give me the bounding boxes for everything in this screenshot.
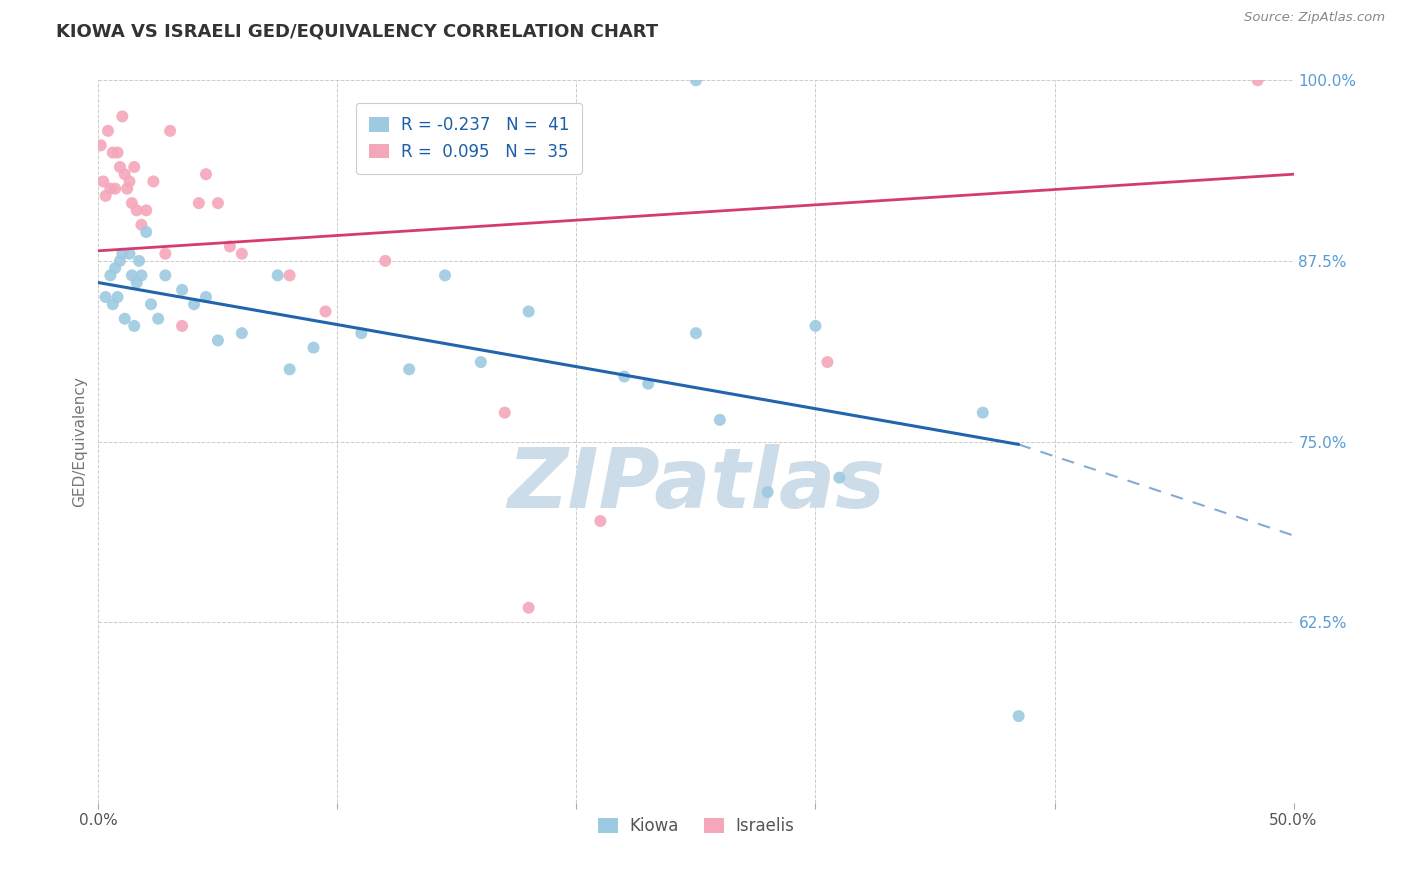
Point [118,246,141,260]
Point [131,218,153,232]
Point [828,470,851,484]
Point [709,413,731,427]
Point [98,268,122,283]
Point [972,406,994,420]
Point [101,145,124,160]
Point [155,246,177,260]
Point [183,297,205,311]
Point [804,318,827,333]
Point [139,297,162,311]
Point [1247,73,1270,87]
Point [128,254,150,268]
Point [756,485,779,500]
Point [101,297,124,311]
Point [187,196,209,211]
Point [148,311,170,326]
Point [685,326,707,341]
Text: Source: ZipAtlas.com: Source: ZipAtlas.com [1244,11,1385,24]
Point [494,406,516,420]
Point [172,318,194,333]
Point [1008,709,1031,723]
Point [108,160,131,174]
Point [278,268,301,283]
Point [219,239,242,253]
Point [350,326,373,341]
Point [231,246,253,260]
Point [231,326,253,341]
Point [118,174,141,188]
Text: KIOWA VS ISRAELI GED/EQUIVALENCY CORRELATION CHART: KIOWA VS ISRAELI GED/EQUIVALENCY CORRELA… [56,22,658,40]
Legend: Kiowa, Israelis: Kiowa, Israelis [591,810,801,841]
Point [98,181,122,195]
Point [135,225,157,239]
Point [302,341,325,355]
Point [107,145,129,160]
Point [107,290,129,304]
Point [517,600,540,615]
Point [104,181,127,195]
Point [111,246,134,260]
Point [97,124,120,138]
Point [374,254,396,268]
Point [124,318,146,333]
Point [142,174,165,188]
Point [108,254,131,268]
Point [90,138,112,153]
Point [267,268,290,283]
Point [172,283,194,297]
Point [111,109,134,123]
Text: ZIPatlas: ZIPatlas [508,444,884,525]
Point [104,261,127,276]
Point [125,276,148,290]
Point [613,369,636,384]
Point [94,189,117,203]
Point [114,311,136,326]
Point [91,174,114,188]
Point [121,196,143,211]
Point [195,290,218,304]
Y-axis label: GED/Equivalency: GED/Equivalency [72,376,87,507]
Point [121,268,143,283]
Point [517,304,540,318]
Point [637,376,659,391]
Point [124,160,146,174]
Point [94,290,117,304]
Point [135,203,157,218]
Point [155,268,177,283]
Point [817,355,839,369]
Point [131,268,153,283]
Point [159,124,181,138]
Point [589,514,612,528]
Point [398,362,420,376]
Point [195,167,218,181]
Point [685,73,707,87]
Point [115,181,138,195]
Point [315,304,337,318]
Point [125,203,148,218]
Point [278,362,301,376]
Point [207,334,229,348]
Point [207,196,229,211]
Point [470,355,492,369]
Point [114,167,136,181]
Point [434,268,457,283]
